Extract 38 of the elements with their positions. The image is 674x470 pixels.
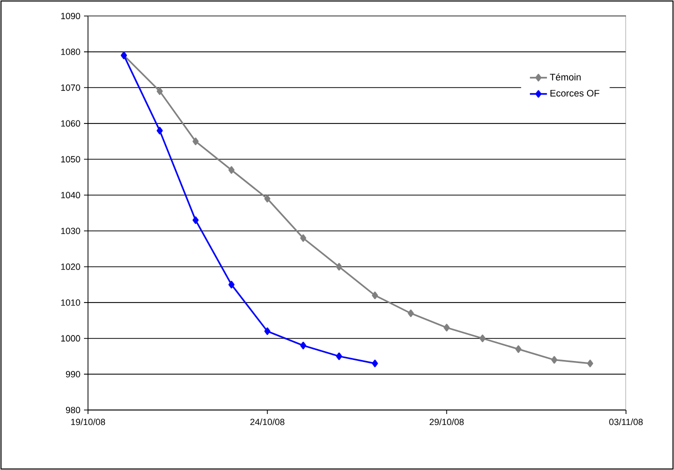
y-tick-label: 1030: [61, 228, 80, 234]
point: [336, 352, 342, 360]
point: [551, 356, 558, 364]
point: [372, 292, 378, 300]
point: [156, 87, 163, 96]
point: [192, 138, 199, 146]
point: [228, 166, 235, 174]
x-tick-label: 29/10/08: [430, 418, 464, 426]
point: [192, 216, 199, 224]
point: [587, 360, 594, 368]
point: [444, 324, 450, 332]
point: [300, 234, 306, 242]
y-tick-label: 1040: [61, 192, 80, 198]
point: [228, 280, 235, 288]
y-tick-label: 1090: [61, 12, 80, 20]
y-tick-label: 980: [66, 406, 80, 414]
point: [264, 327, 270, 335]
y-tick-label: 990: [66, 371, 80, 378]
y-tick-label: 1070: [61, 84, 80, 91]
x-tick-label: 03/11/08: [609, 418, 643, 426]
x-tick-label: 19/10/08: [71, 418, 106, 426]
point: [372, 360, 378, 368]
point: [156, 126, 163, 134]
point: [479, 334, 486, 342]
point: [408, 310, 414, 318]
point: [300, 342, 306, 350]
point: [515, 345, 522, 353]
y-tick-label: 1050: [61, 156, 80, 162]
y-tick-label: 1000: [61, 335, 80, 342]
x-tick-label: 24/10/08: [250, 418, 284, 426]
y-tick-label: 1080: [61, 48, 80, 55]
legend-label: Témoin: [550, 73, 581, 80]
y-tick-label: 1020: [61, 264, 80, 270]
y-tick-label: 1010: [61, 299, 80, 306]
point: [264, 194, 270, 202]
legend-label: Ecorces OF: [550, 90, 600, 97]
y-tick-label: 1060: [61, 120, 80, 127]
point: [336, 262, 342, 271]
